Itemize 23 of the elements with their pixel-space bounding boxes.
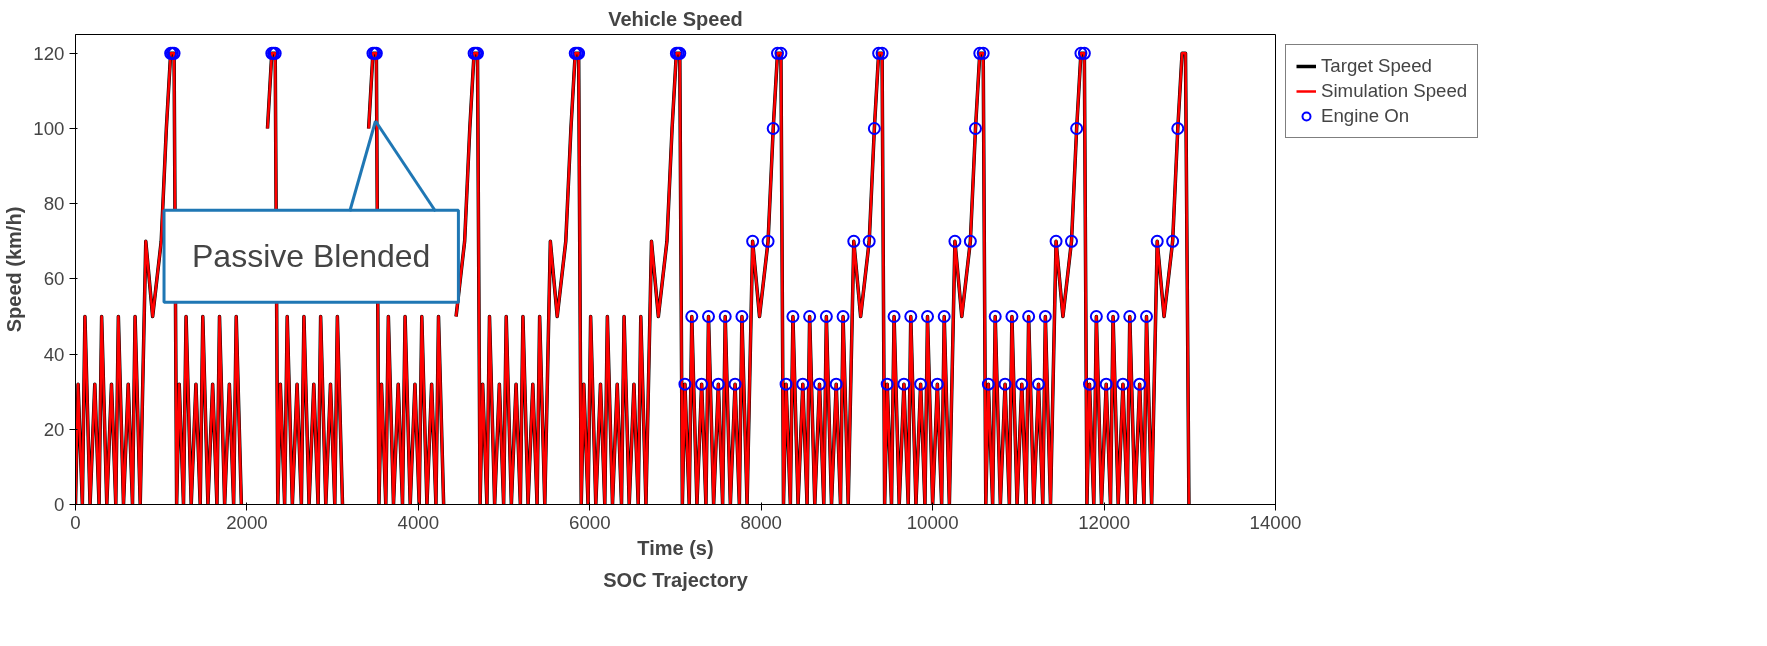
legend-label: Engine On: [1321, 105, 1410, 127]
x-tick-label: 4000: [397, 511, 440, 533]
text: SOC Trajectory: [603, 568, 749, 591]
x-tick-label: 6000: [569, 511, 611, 533]
y-tick-label: 60: [43, 268, 65, 290]
x-tick-label: 0: [70, 511, 81, 533]
y-tick-label: 0: [54, 494, 65, 515]
x-axis-title: Time (s): [637, 536, 714, 559]
y-axis-title: Speed (km/h): [3, 206, 26, 333]
x-tick-label: 2000: [226, 511, 268, 533]
chart-title: Vehicle Speed: [608, 7, 743, 30]
y-tick-label: 40: [43, 343, 65, 365]
y-tick-label: 80: [43, 193, 65, 215]
y-tick-label: 20: [43, 418, 65, 440]
legend-label: Simulation Speed: [1321, 80, 1468, 102]
legend-label: Target Speed: [1321, 55, 1432, 77]
x-tick-label: 12000: [1078, 511, 1131, 533]
x-tick-label: 8000: [740, 511, 782, 533]
y-tick-label: 120: [33, 42, 65, 64]
y-tick-label: 100: [33, 118, 65, 139]
x-tick-label: 14000: [1249, 511, 1302, 533]
annotation: Passive Blended: [192, 238, 431, 275]
x-tick-label: 10000: [906, 511, 959, 533]
